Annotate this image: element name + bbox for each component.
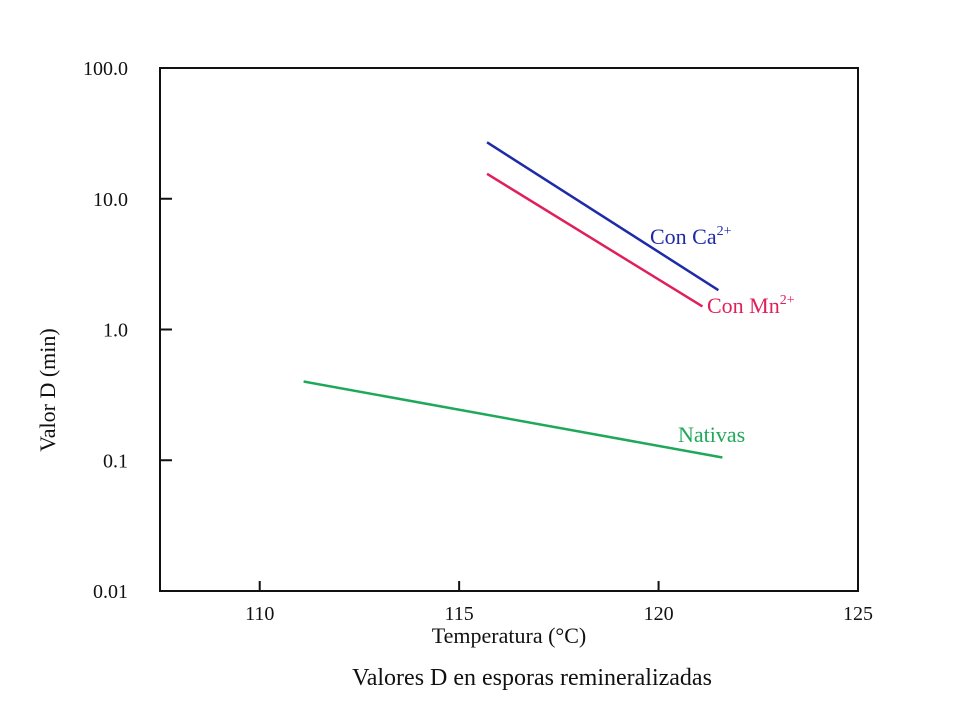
- y-tick-label: 1.0: [103, 320, 128, 342]
- series-label-3: Nativas: [678, 422, 745, 447]
- series-line-2: [486, 172, 704, 308]
- x-tick-label: 115: [445, 603, 474, 625]
- series-labels: Con Ca2+ Con Mn2+ Nativas: [650, 224, 795, 447]
- series-label-2: Con Mn2+: [707, 293, 795, 318]
- y-tick-label: 0.1: [103, 450, 128, 472]
- series-line-1: [486, 141, 720, 292]
- series-label-1: Con Ca2+: [650, 224, 732, 249]
- plot-frame: [159, 67, 859, 592]
- chart-caption: Valores D en esporas remineralizadas: [352, 665, 712, 691]
- x-axis-title: Temperatura (°C): [432, 623, 586, 648]
- axis-ticks: 110 115 120 125 0.01 0.1 1.0 10.0 100.0: [83, 58, 873, 625]
- y-tick-label: 100.0: [83, 58, 128, 80]
- series-lines: [303, 141, 723, 459]
- y-tick-label: 10.0: [93, 189, 128, 211]
- x-tick-label: 125: [843, 603, 873, 625]
- series-line-3: [303, 380, 723, 459]
- x-tick-label: 120: [644, 603, 674, 625]
- x-tick-label: 110: [245, 603, 274, 625]
- y-tick-label: 0.01: [93, 581, 128, 603]
- y-axis-title: Valor D (min): [35, 328, 60, 451]
